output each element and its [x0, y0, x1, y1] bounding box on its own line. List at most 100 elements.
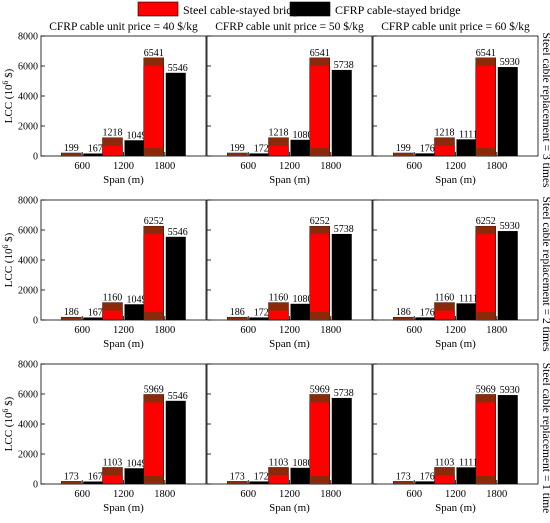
value-label-steel-600: 186 — [64, 307, 79, 318]
bar-steel-top-1200 — [268, 467, 289, 476]
row-label-2: Steel cable replacement = 1 time — [540, 363, 550, 514]
panel-r1-c1: 186 172 600 1160 1080 1200 6252 5738 1800 Span (m… — [206, 199, 373, 350]
bar-cfrp-1200 — [290, 467, 311, 484]
bar-cfrp-1800 — [165, 236, 186, 320]
panel-r0-c2: 199 176 600 1218 1111 1200 6541 5930 1800 Span (m… — [372, 35, 539, 186]
y-axis-label-2: LCC (106 $) — [1, 396, 15, 451]
bar-steel-1800 — [143, 394, 164, 485]
value-label-cfrp-1200: 1049 — [127, 294, 147, 305]
y-tick-label: 4000 — [18, 420, 38, 431]
bar-cfrp-1800 — [497, 395, 518, 484]
value-label-cfrp-600: 172 — [254, 143, 269, 154]
x-axis-label: Span (m) — [435, 174, 476, 186]
panels: LCC (106 $) LCC (106 $) LCC (106 $) CFRP ca… — [1, 20, 539, 514]
x-tick-label: 1200 — [113, 325, 134, 336]
y-axis-label-1: LCC (106 $) — [1, 232, 15, 287]
x-tick-label: 1800 — [320, 325, 341, 336]
panel-r1-c0: 0 2000 4000 6000 8000 186 167 600 1160 1049 1200 62… — [18, 196, 207, 350]
x-tick-label: 600 — [74, 161, 90, 172]
bar-cfrp-1200 — [456, 467, 477, 484]
value-label-steel-1800: 6252 — [476, 216, 496, 227]
y-tick-label: 2000 — [18, 122, 38, 133]
bar-steel-1800 — [143, 57, 164, 157]
value-label-steel-600: 199 — [396, 143, 411, 154]
value-label-steel-1800: 5969 — [144, 384, 164, 395]
x-tick-label: 1800 — [320, 161, 341, 172]
bar-steel-top-1800 — [475, 57, 496, 66]
x-tick-label: 1800 — [320, 489, 341, 500]
bar-steel-top-1800 — [309, 57, 330, 66]
value-label-cfrp-600: 167 — [88, 471, 103, 482]
y-tick-label: 2000 — [18, 286, 38, 297]
bar-steel-top-1800 — [143, 394, 164, 403]
bar-steel-base-1800 — [143, 312, 164, 320]
value-label-steel-1800: 6252 — [310, 216, 330, 227]
column-title-1: CFRP cable unit price = 50 $/kg — [215, 20, 364, 33]
bar-steel-top-600 — [61, 317, 82, 320]
value-label-steel-600: 199 — [230, 143, 245, 154]
value-label-cfrp-1200: 1049 — [127, 130, 147, 141]
y-tick-label: 8000 — [18, 196, 38, 207]
bar-steel-base-1800 — [143, 476, 164, 484]
value-label-steel-1200: 1103 — [103, 457, 123, 468]
x-tick-label: 1800 — [486, 161, 507, 172]
row-label-1: Steel cable replacement = 2 times — [540, 197, 550, 352]
row-labels: Steel cable replacement = 3 times Steel c… — [540, 33, 550, 514]
y-tick-label: 6000 — [18, 390, 38, 401]
y-axis-label-0: LCC (106 $) — [1, 68, 15, 123]
legend-swatch-0 — [137, 1, 179, 17]
bar-cfrp-1200 — [124, 304, 145, 320]
value-label-cfrp-1200: 1080 — [293, 130, 313, 141]
x-tick-label: 1200 — [279, 161, 300, 172]
value-label-steel-600: 186 — [396, 307, 411, 318]
bar-cfrp-600 — [83, 153, 104, 156]
x-tick-label: 1800 — [154, 161, 175, 172]
value-label-steel-600: 173 — [230, 471, 245, 482]
bar-steel-1800 — [143, 225, 164, 321]
bar-steel-base-1800 — [309, 476, 330, 484]
y-tick-label: 0 — [33, 152, 38, 163]
x-tick-label: 600 — [240, 489, 256, 500]
x-tick-label: 1200 — [445, 325, 466, 336]
bar-cfrp-1200 — [290, 139, 311, 156]
x-tick-label: 1200 — [279, 325, 300, 336]
value-label-steel-1800: 5969 — [310, 384, 330, 395]
column-title-2: CFRP cable unit price = 60 $/kg — [381, 20, 530, 33]
legend-swatch-1 — [289, 1, 331, 17]
x-axis-label: Span (m) — [269, 502, 310, 514]
bar-cfrp-600 — [415, 317, 436, 320]
x-axis-label: Span (m) — [269, 174, 310, 186]
value-label-steel-600: 173 — [64, 471, 79, 482]
value-label-steel-1200: 1218 — [103, 128, 123, 139]
y-tick-label: 8000 — [18, 32, 38, 43]
bar-cfrp-600 — [249, 481, 270, 484]
x-axis-label: Span (m) — [435, 338, 476, 350]
x-tick-label: 1200 — [445, 489, 466, 500]
x-tick-label: 1200 — [279, 489, 300, 500]
bar-steel-top-1200 — [102, 137, 123, 146]
bar-cfrp-1800 — [331, 233, 352, 320]
value-label-cfrp-600: 167 — [88, 307, 103, 318]
x-tick-label: 600 — [74, 489, 90, 500]
value-label-steel-1200: 1103 — [269, 457, 289, 468]
y-tick-label: 2000 — [18, 450, 38, 461]
bar-steel-1800 — [475, 225, 496, 321]
y-tick-label: 0 — [33, 480, 38, 491]
bar-cfrp-1800 — [165, 72, 186, 156]
value-label-cfrp-1800: 5738 — [334, 388, 354, 399]
y-tick-label: 4000 — [18, 256, 38, 267]
bar-steel-base-1800 — [309, 148, 330, 156]
bar-steel-top-600 — [227, 153, 248, 156]
value-label-cfrp-1200: 1080 — [293, 458, 313, 469]
value-label-steel-1800: 6252 — [144, 216, 164, 227]
y-tick-label: 4000 — [18, 92, 38, 103]
x-tick-label: 600 — [406, 325, 422, 336]
panel-r2-c2: 173 176 600 1103 1111 1200 5969 5930 1800 Span (m… — [372, 363, 539, 514]
y-tick-label: 6000 — [18, 226, 38, 237]
panel-r0-c0: 0 2000 4000 6000 8000 199 167 600 1218 1049 1200 65… — [18, 32, 207, 186]
bar-cfrp-600 — [415, 153, 436, 156]
bar-steel-top-1800 — [143, 226, 164, 235]
value-label-cfrp-1800: 5546 — [168, 227, 188, 238]
bar-steel-top-1200 — [268, 302, 289, 311]
